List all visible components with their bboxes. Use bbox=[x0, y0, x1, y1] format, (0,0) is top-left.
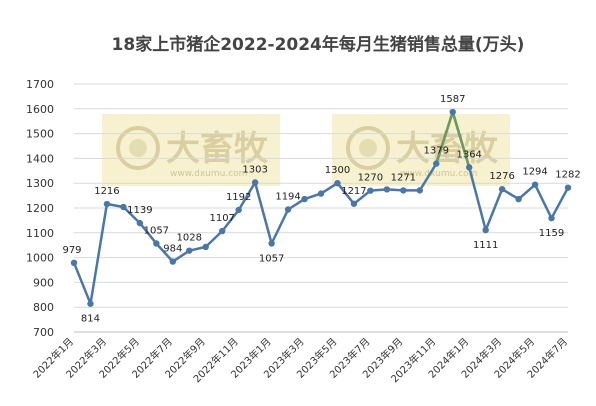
watermark-logo-icon bbox=[346, 126, 390, 170]
data-label: 984 bbox=[163, 244, 182, 255]
y-tick-label: 1300 bbox=[26, 177, 54, 190]
data-point bbox=[498, 185, 506, 193]
data-label: 1194 bbox=[275, 191, 300, 202]
grid-lines bbox=[74, 83, 568, 333]
data-point bbox=[367, 187, 374, 194]
data-label: 1028 bbox=[177, 233, 202, 244]
y-tick-label: 1400 bbox=[26, 152, 54, 165]
data-label: 1107 bbox=[209, 213, 234, 224]
watermark-text: 大畜牧 bbox=[396, 129, 499, 169]
data-label: 1282 bbox=[555, 170, 580, 181]
chart-title: 18家上市猪企2022-2024年每月生猪销售总量(万头) bbox=[112, 34, 525, 55]
data-label: 1379 bbox=[424, 146, 449, 157]
data-label: 1587 bbox=[440, 94, 465, 105]
data-point bbox=[136, 219, 144, 227]
data-point bbox=[268, 240, 275, 247]
data-point bbox=[564, 184, 572, 191]
data-point bbox=[531, 181, 539, 188]
data-label: 1057 bbox=[259, 253, 284, 264]
data-point bbox=[251, 179, 259, 186]
y-tick-label: 1200 bbox=[26, 202, 54, 215]
watermark-logo-dot-icon bbox=[359, 139, 377, 157]
watermark-logo-icon bbox=[116, 126, 160, 170]
data-point bbox=[466, 164, 473, 171]
data-point bbox=[70, 259, 78, 267]
y-tick-label: 1500 bbox=[26, 128, 54, 141]
y-axis-ticks: 700 800 900 1000 1100 1200 1300 1400 1500 1600 170… bbox=[26, 78, 54, 339]
data-label: 1217 bbox=[341, 186, 366, 197]
data-point bbox=[350, 200, 358, 207]
data-point bbox=[449, 108, 456, 116]
watermark-logo-dot-icon bbox=[129, 139, 147, 157]
data-point bbox=[202, 243, 209, 251]
data-point bbox=[383, 186, 391, 193]
data-point bbox=[400, 187, 407, 194]
x-axis-ticks: 2022年1月2022年3月2022年5月2022年7月2022年9月2022年… bbox=[30, 335, 570, 385]
data-label: 1276 bbox=[489, 171, 514, 182]
data-label: 1303 bbox=[242, 164, 267, 175]
data-label: 1111 bbox=[473, 240, 498, 251]
data-label: 1216 bbox=[94, 186, 119, 197]
data-point bbox=[186, 247, 193, 254]
data-point bbox=[103, 200, 111, 208]
data-point bbox=[317, 190, 325, 197]
watermark-text: 大畜牧 bbox=[166, 129, 269, 169]
data-point bbox=[153, 240, 160, 247]
data-label: 1192 bbox=[226, 192, 251, 203]
data-label: 1271 bbox=[391, 172, 416, 183]
data-label: 1294 bbox=[522, 167, 547, 178]
data-point bbox=[87, 300, 94, 307]
data-point bbox=[433, 160, 440, 167]
data-point bbox=[416, 187, 423, 194]
y-tick-label: 700 bbox=[33, 326, 54, 339]
y-tick-label: 1700 bbox=[26, 78, 54, 91]
data-point bbox=[219, 227, 226, 235]
y-tick-label: 900 bbox=[33, 276, 54, 289]
data-label: 1057 bbox=[144, 225, 169, 236]
data-point bbox=[235, 206, 242, 214]
data-point bbox=[515, 195, 522, 203]
y-tick-label: 800 bbox=[33, 301, 54, 314]
data-point bbox=[284, 206, 292, 213]
data-point bbox=[482, 226, 489, 234]
data-label: 1159 bbox=[539, 228, 564, 239]
watermark-url: www.dxumu.com bbox=[400, 169, 477, 179]
data-point bbox=[334, 180, 341, 187]
data-point bbox=[548, 214, 555, 222]
y-tick-label: 1600 bbox=[26, 103, 54, 116]
data-label: 979 bbox=[62, 245, 81, 256]
data-points bbox=[70, 108, 572, 307]
data-label: 1300 bbox=[325, 165, 350, 176]
data-point bbox=[301, 195, 308, 203]
data-label: 1270 bbox=[358, 173, 383, 184]
y-tick-label: 1000 bbox=[26, 252, 54, 265]
data-label: 814 bbox=[81, 314, 100, 325]
y-tick-label: 1100 bbox=[26, 227, 54, 240]
data-label: 1139 bbox=[127, 205, 152, 216]
data-point bbox=[120, 203, 127, 211]
data-label: 1364 bbox=[456, 149, 481, 160]
data-point bbox=[169, 258, 176, 265]
watermark-url: www.dxumu.com bbox=[170, 169, 247, 179]
